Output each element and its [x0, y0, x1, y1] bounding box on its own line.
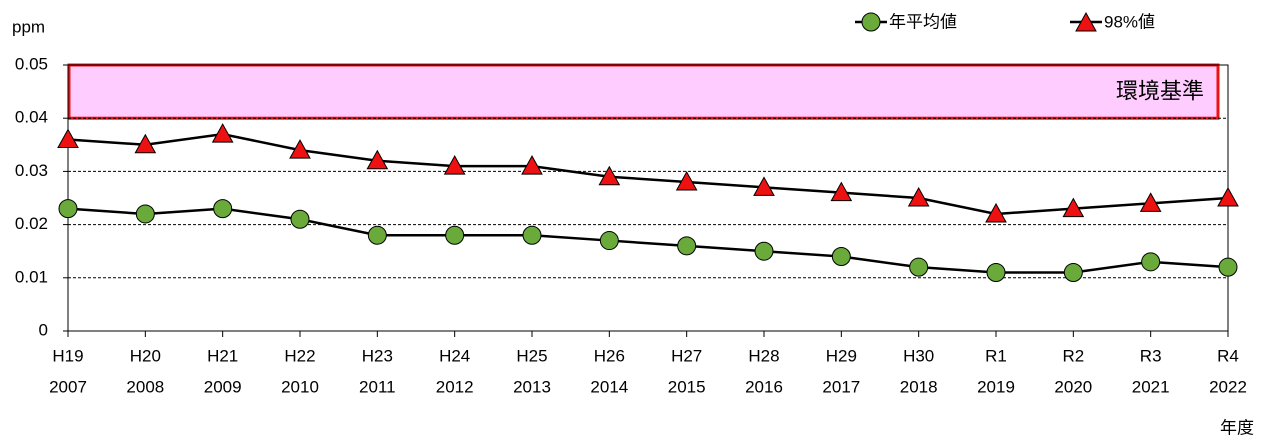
x-tick-label: 2012 — [436, 377, 474, 396]
marker — [1218, 257, 1238, 277]
x-tick-label: 2018 — [900, 377, 938, 396]
x-tick-label: 2013 — [513, 377, 551, 396]
x-tick-label: 2014 — [590, 377, 628, 396]
y-tick-label: 0.05 — [15, 54, 48, 73]
marker — [909, 257, 929, 277]
x-tick-label: H30 — [903, 346, 934, 365]
legend-label: 98%値 — [1104, 12, 1155, 31]
x-tick-label: H28 — [748, 346, 779, 365]
marker — [675, 171, 698, 191]
y-tick-label: 0.02 — [15, 214, 48, 233]
x-tick-label: H29 — [826, 346, 857, 365]
x-tick-label: 2011 — [359, 377, 396, 396]
marker — [290, 209, 310, 229]
marker — [754, 241, 774, 261]
marker — [831, 247, 851, 267]
marker — [366, 149, 389, 170]
marker — [830, 181, 853, 202]
x-tick-label: 2010 — [281, 377, 319, 396]
marker — [445, 225, 465, 245]
x-tick-label: 2020 — [1054, 377, 1092, 396]
x-tick-label: R2 — [1062, 346, 1084, 365]
standard-label: 環境基準 — [1116, 78, 1204, 103]
standard-band — [67, 63, 1220, 120]
x-tick-label: H26 — [594, 346, 625, 365]
x-tick-label: H23 — [362, 346, 393, 365]
marker — [986, 262, 1006, 282]
marker — [599, 231, 619, 251]
x-axis-label: 年度 — [1220, 418, 1254, 437]
series-line — [67, 132, 1229, 216]
marker — [1139, 192, 1162, 212]
y-tick-label: 0.04 — [15, 108, 48, 127]
marker — [134, 133, 157, 154]
series-line — [67, 207, 1229, 274]
x-tick-label: 2008 — [126, 377, 164, 396]
x-tick-label: 2019 — [977, 377, 1015, 396]
x-tick-label: H25 — [516, 346, 547, 365]
marker — [1141, 252, 1161, 272]
marker — [213, 199, 233, 219]
x-tick-label: 2015 — [668, 377, 706, 396]
legend-label: 年平均値 — [889, 12, 957, 31]
marker — [135, 204, 155, 224]
marker — [985, 202, 1007, 223]
y-axis-label: ppm — [12, 17, 45, 36]
x-tick-label: H24 — [439, 346, 470, 365]
marker — [598, 165, 621, 186]
marker — [1063, 262, 1083, 282]
y-tick-label: 0 — [39, 320, 48, 339]
marker — [289, 139, 311, 159]
legend-marker — [1075, 11, 1097, 32]
marker — [58, 199, 78, 219]
marker — [1062, 197, 1085, 218]
x-tick-label: H20 — [130, 346, 161, 365]
x-tick-label: 2017 — [822, 377, 860, 396]
y-tick-label: 0.03 — [15, 161, 48, 180]
y-tick-label: 0.01 — [15, 267, 48, 286]
marker — [907, 186, 930, 207]
marker — [522, 225, 542, 245]
legend-marker — [861, 12, 881, 32]
marker — [1217, 186, 1239, 207]
marker — [211, 123, 234, 143]
x-tick-label: 2021 — [1132, 377, 1170, 396]
x-tick-label: H19 — [52, 346, 83, 365]
x-tick-label: 2016 — [745, 377, 783, 396]
x-tick-label: 2009 — [204, 377, 242, 396]
x-tick-label: 2007 — [49, 377, 87, 396]
marker — [677, 236, 697, 256]
x-tick-label: H27 — [671, 346, 702, 365]
x-tick-label: H21 — [207, 346, 238, 365]
x-tick-label: R1 — [985, 346, 1007, 365]
marker — [521, 155, 543, 175]
x-tick-label: R3 — [1140, 346, 1162, 365]
marker — [443, 155, 466, 175]
marker — [367, 225, 387, 245]
x-tick-label: R4 — [1217, 346, 1239, 365]
x-tick-label: H22 — [284, 346, 315, 365]
x-tick-label: 2022 — [1209, 377, 1247, 396]
marker — [57, 128, 79, 148]
marker — [753, 176, 775, 196]
